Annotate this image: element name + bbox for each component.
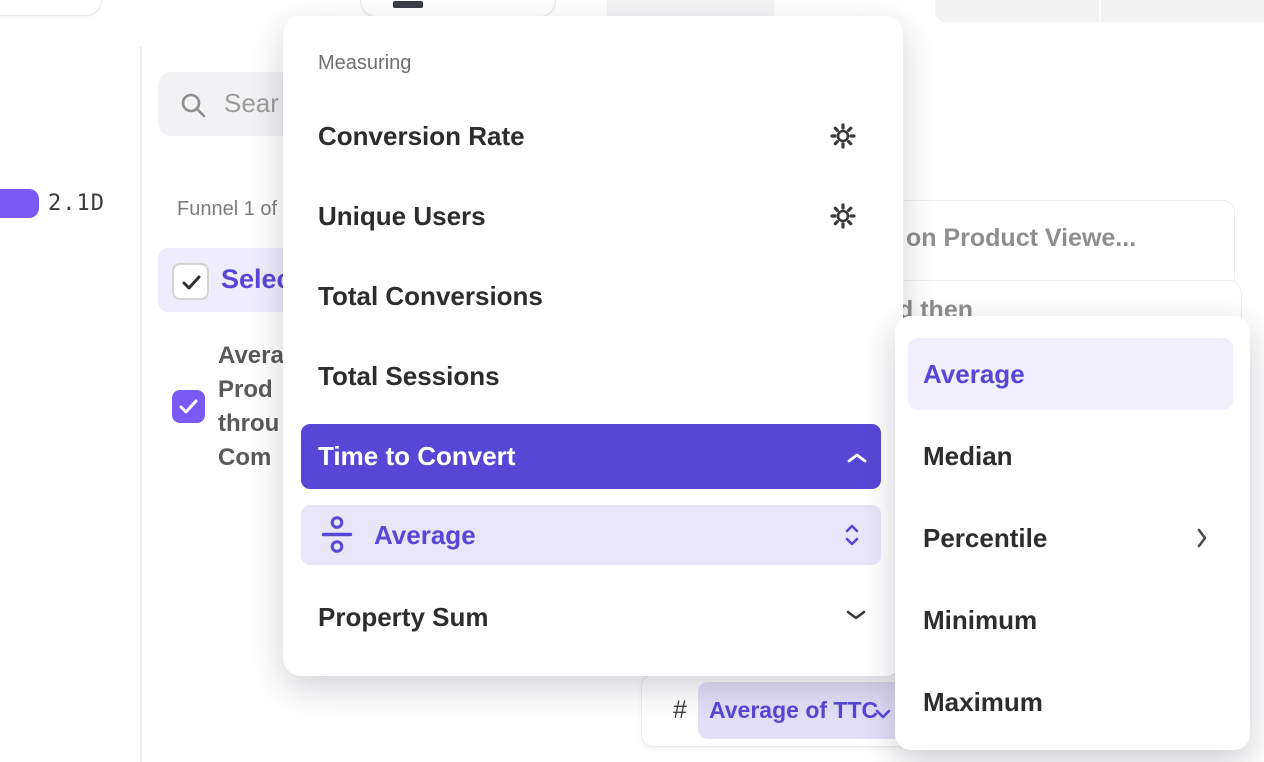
segment-divider — [1099, 0, 1101, 22]
funnel-step-bar — [0, 189, 39, 218]
funnel-count-label: Funnel 1 of — [177, 198, 278, 220]
submenu-item-average[interactable]: Average — [923, 359, 1025, 389]
search-placeholder: Sear — [224, 88, 279, 118]
menu-subitem-average[interactable]: Average — [301, 505, 881, 565]
submenu-item-percentile[interactable]: Percentile — [923, 523, 1048, 553]
event-field-text[interactable]: on Product Viewe... — [906, 224, 1137, 252]
submenu-item-average-highlight[interactable] — [908, 338, 1233, 410]
chevron-up-icon — [847, 451, 867, 469]
submenu-item-median[interactable]: Median — [923, 441, 1013, 471]
menu-item-unique-users[interactable]: Unique Users — [318, 201, 486, 231]
average-divide-icon — [320, 514, 354, 561]
measurement-checkbox[interactable] — [172, 263, 209, 300]
top-left-partial-button[interactable] — [0, 0, 102, 16]
chevron-down-icon[interactable] — [846, 608, 866, 626]
menu-item-total-sessions[interactable]: Total Sessions — [318, 361, 500, 391]
submenu-item-maximum[interactable]: Maximum — [923, 687, 1043, 717]
gear-icon[interactable] — [829, 202, 857, 235]
gear-icon[interactable] — [829, 122, 857, 155]
menu-header: Measuring — [318, 52, 412, 74]
chart-type-icon — [393, 1, 423, 8]
metric-checkbox-checked[interactable] — [172, 390, 205, 423]
menu-item-property-sum[interactable]: Property Sum — [318, 602, 489, 632]
metric-pill-label: Average of TTC — [709, 697, 879, 723]
metric-description-line: Prod — [218, 376, 273, 403]
menu-item-total-conversions[interactable]: Total Conversions — [318, 281, 543, 311]
metric-description-line: Avera — [218, 342, 284, 369]
selected-measurement-label: Selec — [221, 264, 292, 294]
metric-description-line: Com — [218, 444, 272, 471]
funnel-step-duration-label: 2.1D — [48, 191, 105, 216]
top-toolbar-partial-button[interactable] — [360, 0, 556, 17]
search-icon — [178, 90, 208, 125]
chevron-down-icon — [875, 706, 891, 724]
chevron-right-icon — [1196, 528, 1208, 553]
menu-item-time-to-convert-label: Time to Convert — [318, 441, 516, 471]
aggregation-submenu: Average Median Percentile Minimum Maximu… — [895, 316, 1250, 750]
toolbar-partial-segmented-control[interactable] — [935, 0, 1264, 22]
menu-item-conversion-rate[interactable]: Conversion Rate — [318, 121, 525, 151]
menu-item-time-to-convert[interactable]: Time to Convert — [301, 424, 881, 489]
metric-description-line: throu — [218, 410, 280, 437]
sort-chevrons-icon — [844, 523, 860, 552]
measuring-dropdown-menu: Measuring Conversion Rate Unique Users — [283, 16, 903, 676]
metric-description: Avera Prod throu Com — [218, 339, 284, 475]
numeric-type-prefix: # — [673, 696, 687, 724]
metric-pill-dropdown[interactable]: Average of TTC — [698, 682, 911, 739]
submenu-item-minimum[interactable]: Minimum — [923, 605, 1038, 635]
menu-subitem-average-label: Average — [374, 520, 476, 550]
toolbar-partial-segment[interactable] — [607, 0, 774, 21]
left-rail-divider — [140, 47, 142, 762]
